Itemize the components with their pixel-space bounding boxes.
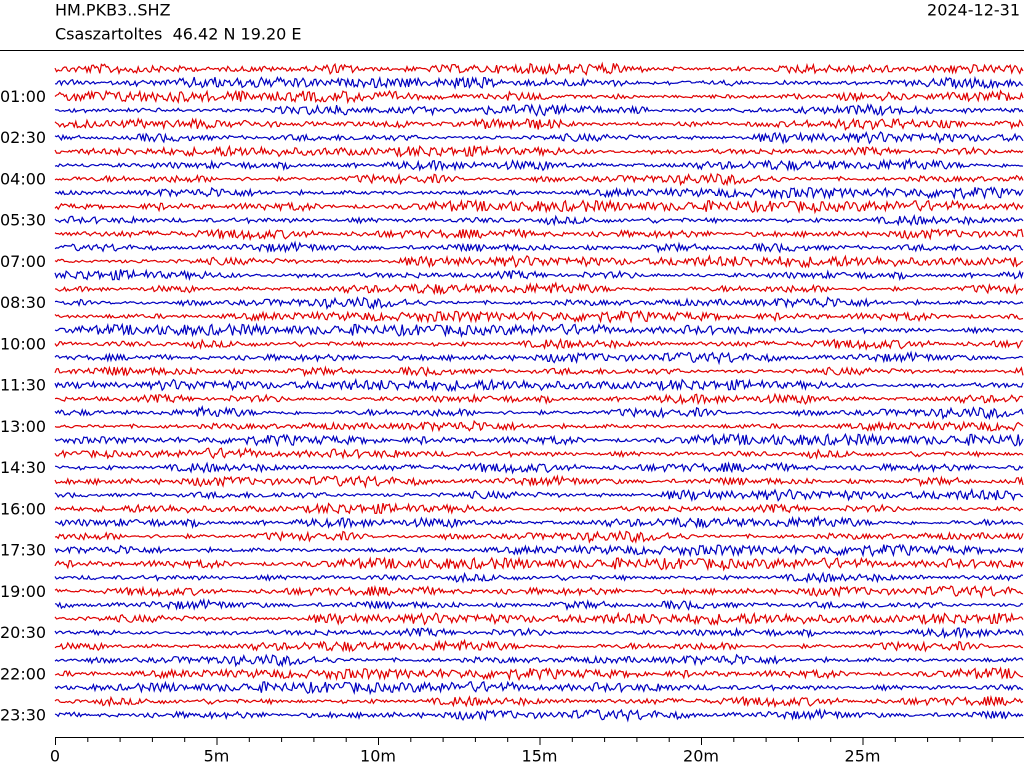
y-tick-label: 02:30 [0, 128, 46, 147]
trace [54, 514, 1024, 530]
trace [54, 157, 1024, 172]
station-code: HM.PKB3..SHZ [55, 1, 171, 20]
trace [54, 89, 1024, 105]
trace [54, 653, 1024, 668]
y-tick-label: 20:30 [0, 623, 46, 642]
trace [54, 117, 1024, 131]
y-tick-label: 14:30 [0, 458, 46, 477]
trace [54, 461, 1024, 475]
trace [54, 405, 1024, 421]
y-tick-label: 08:30 [0, 293, 46, 312]
trace [54, 240, 1024, 254]
y-tick-label: 16:00 [0, 499, 46, 518]
trace [54, 611, 1024, 626]
x-tick-label: 5m [204, 747, 230, 766]
trace [54, 556, 1024, 572]
y-tick-label: 04:00 [0, 169, 46, 188]
trace [54, 337, 1024, 351]
trace [54, 102, 1024, 117]
trace [54, 597, 1024, 612]
trace [54, 198, 1024, 215]
trace [54, 626, 1024, 640]
trace [54, 322, 1024, 338]
trace [54, 707, 1024, 723]
x-tick-label: 25m [845, 747, 881, 766]
trace [54, 666, 1024, 682]
x-tick-label: 20m [683, 747, 719, 766]
x-tick-label: 0 [50, 747, 60, 766]
trace [54, 432, 1024, 448]
traces [54, 61, 1024, 723]
y-tick-label: 17:30 [0, 541, 46, 560]
y-tick-label: 01:00 [0, 87, 46, 106]
trace [54, 529, 1024, 544]
trace [54, 446, 1024, 460]
trace [54, 186, 1024, 201]
y-tick-label: 19:00 [0, 582, 46, 601]
trace [54, 254, 1024, 269]
trace [54, 365, 1024, 378]
y-tick-label: 05:30 [0, 211, 46, 230]
trace [54, 61, 1024, 76]
trace [54, 543, 1024, 558]
trace [54, 131, 1024, 145]
x-tick-label: 10m [360, 747, 396, 766]
trace [54, 350, 1024, 366]
trace [54, 214, 1024, 227]
trace [54, 502, 1024, 515]
trace [54, 571, 1024, 584]
trace [54, 281, 1024, 296]
trace [54, 419, 1024, 433]
y-tick-label: 13:00 [0, 417, 46, 436]
trace [54, 680, 1024, 696]
trace [54, 228, 1024, 242]
station-location: Csaszartoltes 46.42 N 19.20 E [55, 25, 302, 44]
trace [54, 584, 1024, 599]
trace [54, 638, 1024, 653]
trace [54, 144, 1024, 158]
y-tick-label: 22:00 [0, 664, 46, 683]
plot-date: 2024-12-31 [927, 1, 1020, 20]
trace [54, 296, 1024, 311]
x-tick-label: 15m [522, 747, 558, 766]
trace [54, 694, 1024, 709]
trace [54, 268, 1024, 282]
trace [54, 487, 1024, 503]
trace [54, 309, 1024, 324]
y-tick-label: 11:30 [0, 376, 46, 395]
trace [54, 172, 1024, 187]
trace [54, 75, 1024, 90]
trace [54, 392, 1024, 406]
y-tick-label: 07:00 [0, 252, 46, 271]
y-tick-label: 10:00 [0, 334, 46, 353]
y-tick-label: 23:30 [0, 706, 46, 725]
trace [54, 377, 1024, 393]
trace [54, 474, 1024, 489]
